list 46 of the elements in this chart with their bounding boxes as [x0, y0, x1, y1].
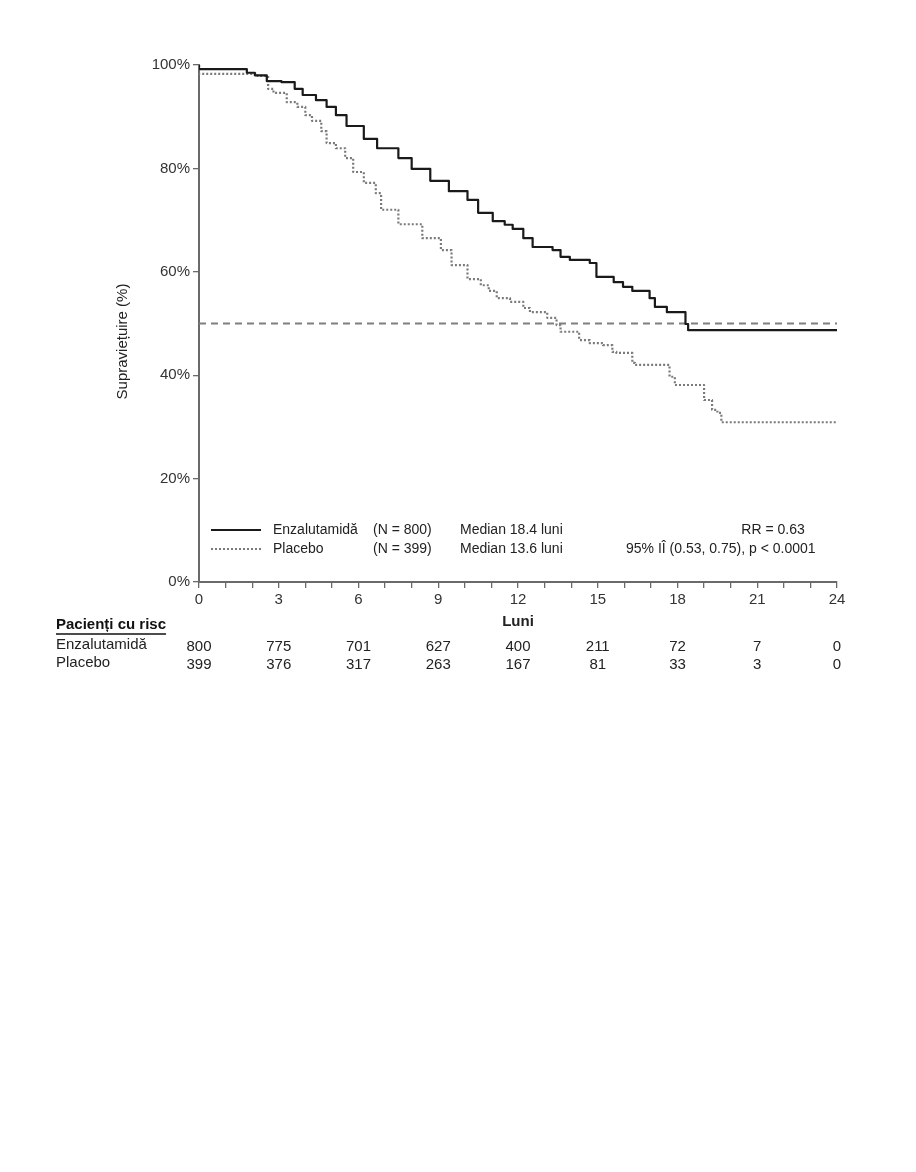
- text: Pacienți cu risc: [56, 615, 167, 633]
- x-tick-label: 3: [274, 590, 283, 608]
- text: 81: [589, 655, 607, 673]
- text: 317: [345, 655, 372, 673]
- y-tick-label: 0%: [168, 572, 190, 590]
- y-tick-label: 60%: [159, 261, 190, 279]
- x-tick-label: 9: [434, 590, 443, 608]
- text: 775: [266, 637, 292, 655]
- annotation: (N = 800): [373, 520, 432, 537]
- text: 263: [425, 655, 451, 673]
- text: 0: [832, 655, 842, 673]
- x-tick-label: 24: [828, 590, 846, 608]
- annotation: Median 13.6 luni: [460, 539, 563, 556]
- text: 399: [186, 655, 212, 673]
- annotation: 95% IÎ (0.53, 0.75), p < 0.0001: [626, 539, 816, 556]
- text: 33: [669, 655, 686, 673]
- y-tick-label: 40%: [159, 365, 190, 383]
- text: 701: [345, 637, 372, 655]
- text: 0: [832, 637, 842, 655]
- legend-label: Enzalutamidă: [273, 520, 359, 537]
- annotation: RR = 0.63: [741, 520, 805, 537]
- text: 627: [425, 637, 451, 655]
- annotation: Median 18.4 luni: [460, 520, 563, 537]
- text: 800: [186, 637, 212, 655]
- text: 400: [505, 637, 531, 655]
- x-axis-title: Luni: [502, 612, 534, 630]
- y-tick-label: 20%: [159, 468, 190, 486]
- text: 7: [753, 637, 762, 655]
- text: 167: [505, 655, 531, 673]
- text: 211: [585, 637, 610, 655]
- x-tick-label: 15: [589, 590, 607, 608]
- text: Placebo: [56, 653, 111, 671]
- legend-label: Placebo: [273, 539, 324, 556]
- x-tick-label: 12: [509, 590, 527, 608]
- text: 3: [753, 655, 762, 673]
- y-axis-title: Supraviețuire (%): [113, 283, 131, 400]
- text: 376: [266, 655, 292, 673]
- y-tick-label: 80%: [159, 158, 190, 176]
- x-tick-label: 18: [669, 590, 686, 608]
- x-tick-label: 21: [748, 590, 766, 608]
- x-tick-label: 6: [354, 590, 363, 608]
- x-tick-label: 0: [194, 590, 204, 608]
- text: Enzalutamidă: [56, 635, 148, 653]
- y-tick-label: 100%: [151, 55, 190, 73]
- text: 72: [669, 637, 686, 655]
- annotation: (N = 399): [373, 539, 432, 556]
